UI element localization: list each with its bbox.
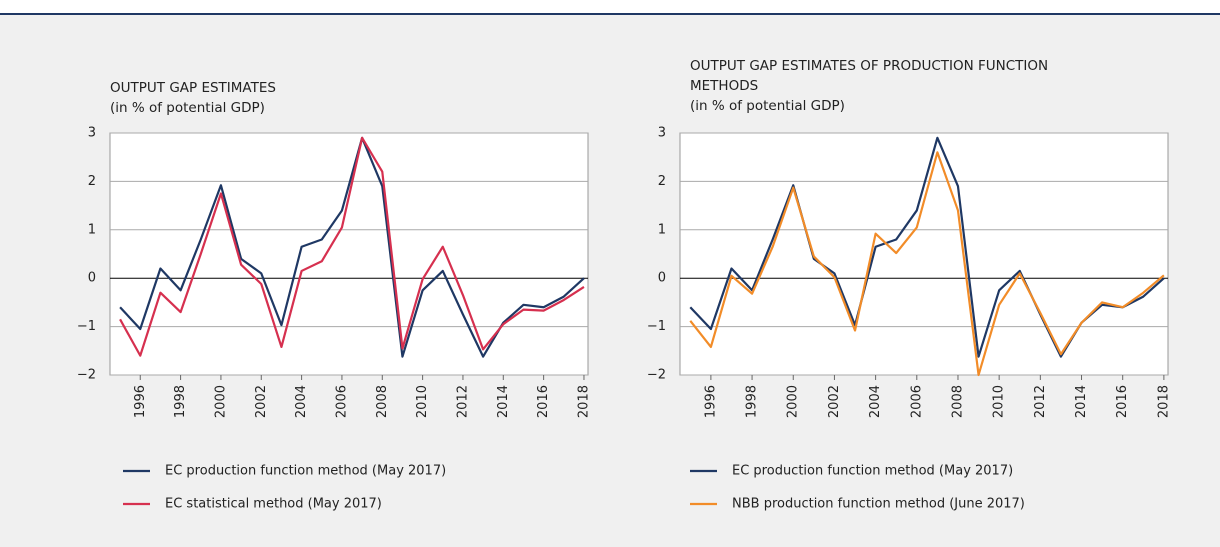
y-tick-label: 0 [658, 271, 666, 286]
x-tick-label: 2012 [1033, 385, 1048, 418]
x-tick-label: 2016 [536, 385, 551, 418]
y-tick-label: 2 [88, 174, 96, 189]
x-tick-label: 2016 [1115, 385, 1130, 418]
x-tick-label: 2014 [1074, 385, 1089, 418]
series-line [689, 151, 1165, 377]
x-tick-label: 2012 [455, 385, 470, 418]
chart-title-block: OUTPUT GAP ESTIMATES (in % of potential … [110, 78, 490, 118]
x-tick-label: 2006 [909, 385, 924, 418]
x-tick-label: 2006 [334, 385, 349, 418]
x-tick-label: 1998 [745, 385, 760, 418]
x-tick-label: 2004 [868, 385, 883, 418]
x-tick-label: 2014 [496, 385, 511, 418]
x-tick-label: 2002 [254, 385, 269, 418]
series-line [119, 136, 585, 357]
x-tick-label: 2002 [827, 385, 842, 418]
y-tick-label: −1 [77, 319, 96, 334]
plot-area [109, 132, 589, 376]
x-tick-label: 2008 [375, 385, 390, 418]
x-tick-label: 2004 [294, 385, 309, 418]
x-tick-label: 2010 [415, 385, 430, 418]
x-tick-label: 1996 [133, 385, 148, 418]
chart-subtitle: (in % of potential GDP) [110, 100, 265, 116]
x-tick-label: 1996 [703, 385, 718, 418]
legend-label: EC statistical method (May 2017) [165, 497, 382, 512]
legend-label: NBB production function method (June 201… [732, 497, 1025, 512]
x-tick-label: 2010 [992, 385, 1007, 418]
series-line [119, 136, 585, 358]
plot-area [679, 132, 1169, 376]
y-tick-label: 3 [658, 126, 666, 141]
y-tick-label: 1 [88, 222, 96, 237]
legend-label: EC production function method (May 2017) [165, 464, 446, 479]
x-tick-label: 2000 [213, 385, 228, 418]
y-tick-label: 3 [88, 126, 96, 141]
y-tick-label: 1 [658, 222, 666, 237]
x-tick-label: 1998 [173, 385, 188, 418]
chart-title: OUTPUT GAP ESTIMATES [110, 80, 276, 96]
x-tick-label: 2018 [1156, 385, 1171, 418]
y-tick-label: −2 [77, 368, 96, 383]
x-tick-label: 2000 [786, 385, 801, 418]
chart-title: OUTPUT GAP ESTIMATES OF PRODUCTION FUNCT… [690, 58, 1049, 94]
x-tick-label: 2018 [576, 385, 591, 418]
y-tick-label: −1 [647, 319, 666, 334]
legend-label: EC production function method (May 2017) [732, 464, 1013, 479]
y-tick-label: −2 [647, 368, 666, 383]
y-tick-label: 2 [658, 174, 666, 189]
chart-subtitle: (in % of potential GDP) [690, 98, 845, 114]
x-tick-label: 2008 [950, 385, 965, 418]
chart-title-block: OUTPUT GAP ESTIMATES OF PRODUCTION FUNCT… [690, 56, 1070, 116]
y-tick-label: 0 [88, 271, 96, 286]
